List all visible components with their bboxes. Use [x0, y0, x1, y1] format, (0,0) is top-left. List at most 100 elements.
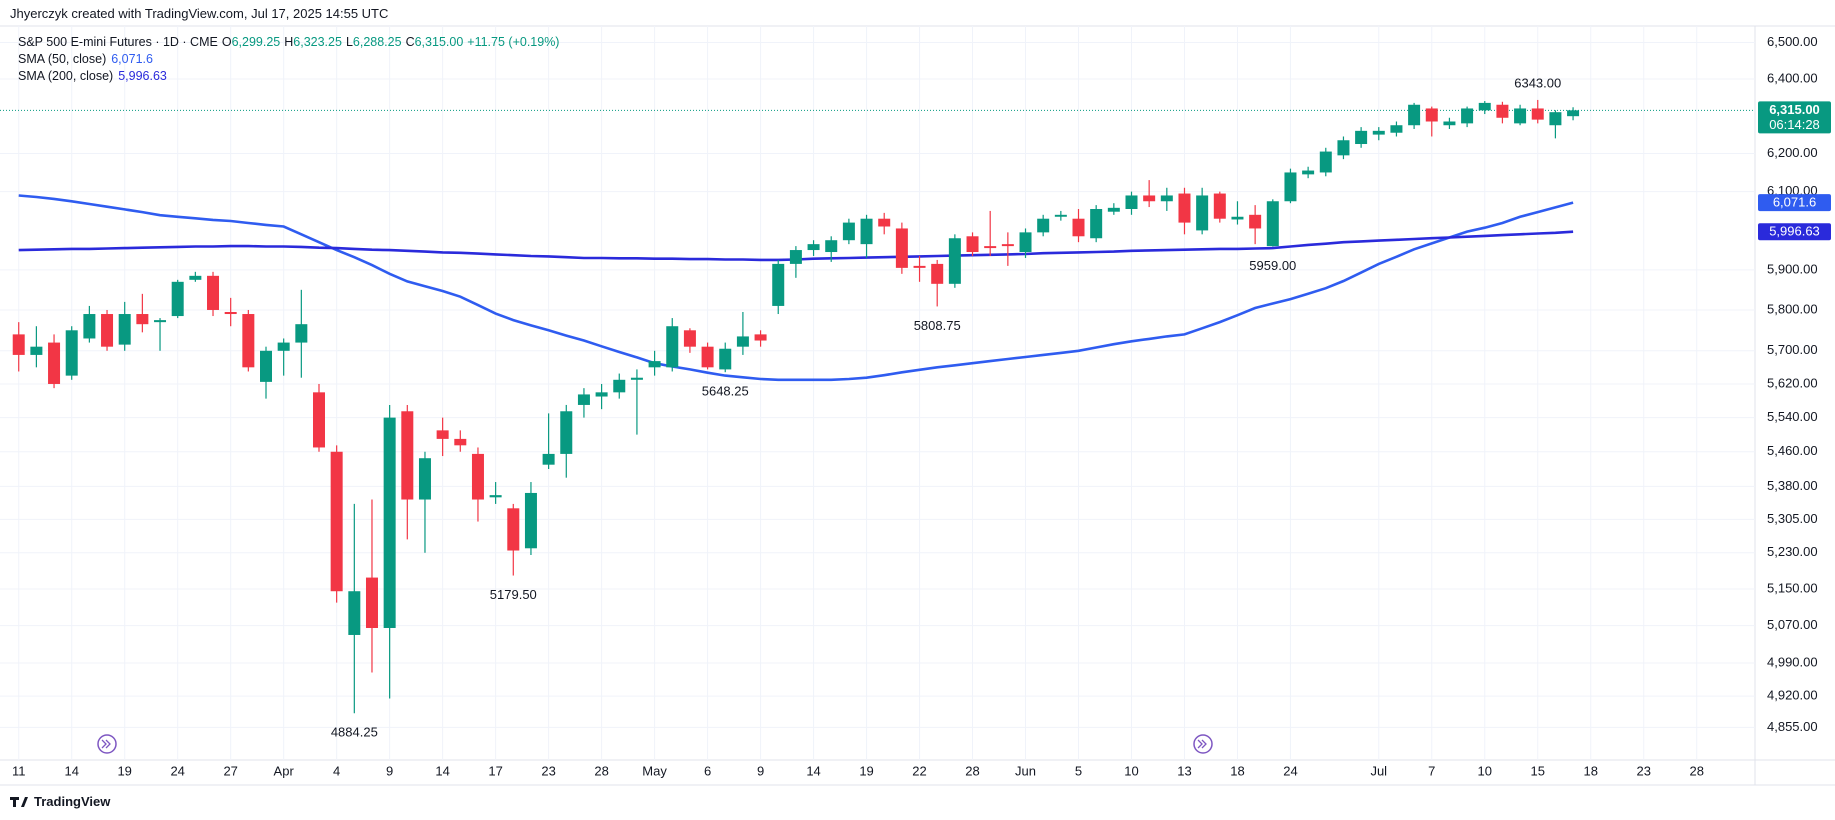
candle-body: [613, 379, 626, 393]
candle-body: [860, 218, 873, 245]
candle-body: [966, 236, 979, 253]
candle-body: [648, 361, 661, 368]
y-tick-label: 5,305.00: [1767, 511, 1818, 526]
x-tick-label: 9: [386, 763, 393, 778]
candle-body: [312, 392, 325, 448]
candle-body: [348, 591, 361, 635]
annotation: 6343.00: [1514, 75, 1561, 90]
countdown-label: 06:14:28: [1769, 117, 1820, 132]
candle-body: [789, 250, 802, 264]
x-tick-label: 24: [170, 763, 184, 778]
last-price-label: 6,315.00: [1769, 102, 1820, 117]
y-tick-label: 5,380.00: [1767, 478, 1818, 493]
candle-body: [1249, 214, 1262, 229]
x-tick-label: 23: [541, 763, 555, 778]
x-tick-label: 13: [1177, 763, 1191, 778]
candle-body: [489, 495, 502, 498]
ohlc-key: L: [345, 35, 353, 49]
candle-body: [842, 222, 855, 241]
ohlc-key: O: [221, 35, 232, 49]
candle-body: [1425, 108, 1438, 122]
candle-body: [984, 246, 997, 249]
change: +11.75 (+0.19%): [467, 35, 560, 49]
candle-body: [260, 350, 273, 382]
y-tick-label: 5,070.00: [1767, 617, 1818, 632]
x-tick-label: 27: [223, 763, 237, 778]
ohlc-key: H: [284, 35, 294, 49]
grid: [0, 26, 1755, 760]
candle-body: [719, 348, 732, 370]
footer: TradingView: [34, 794, 111, 809]
candle-body: [1072, 218, 1085, 237]
x-tick-label: 5: [1075, 763, 1082, 778]
x-tick-label: 6: [704, 763, 711, 778]
ohlc-value: 6,299.25: [231, 35, 281, 49]
candle-body: [666, 326, 679, 368]
legend-value: 5,996.63: [118, 69, 167, 83]
candle-body: [1107, 207, 1120, 212]
candle-body: [701, 346, 714, 368]
y-tick-label: 5,700.00: [1767, 342, 1818, 357]
x-tick-label: 19: [859, 763, 873, 778]
x-tick-label: 10: [1478, 763, 1492, 778]
x-tick-label: 28: [594, 763, 608, 778]
logo: [10, 797, 28, 807]
ohlc-key: C: [405, 35, 415, 49]
candle-body: [1443, 121, 1456, 126]
candle-body: [895, 228, 908, 268]
x-tick-label: 28: [965, 763, 979, 778]
x-tick-label: Jul: [1370, 763, 1387, 778]
x-tick-label: 14: [806, 763, 820, 778]
legend: S&P 500 E-mini Futures · 1D · CME O6,299.…: [18, 34, 559, 85]
y-tick-label: 5,900.00: [1767, 261, 1818, 276]
legend-value: 6,071.6: [111, 52, 153, 66]
candle-body: [560, 411, 573, 454]
legend-name: SMA (200, close): [18, 69, 114, 83]
candle-body: [65, 330, 78, 376]
annotation: 5959.00: [1249, 258, 1296, 273]
candle-body: [1001, 244, 1014, 247]
candle-body: [1567, 110, 1580, 117]
candle-body: [189, 275, 202, 280]
y-tick-label: 5,540.00: [1767, 409, 1818, 424]
candle-body: [224, 312, 237, 315]
candle-body: [507, 508, 520, 551]
legend-name: SMA (50, close): [18, 52, 107, 66]
candle-body: [524, 492, 537, 549]
ohlc-value: 6,288.25: [352, 35, 402, 49]
event-icon[interactable]: [1193, 734, 1213, 754]
candle-body: [242, 314, 255, 368]
candle-body: [542, 453, 555, 465]
candle-body: [471, 453, 484, 500]
legend-item: SMA (200, close) 5,996.63: [18, 68, 559, 85]
event-icon[interactable]: [97, 734, 117, 754]
x-tick-label: 14: [435, 763, 449, 778]
candle-body: [1037, 218, 1050, 233]
candle-body: [683, 330, 696, 347]
candle-body: [1355, 130, 1368, 145]
y-tick-label: 5,620.00: [1767, 375, 1818, 390]
candle-body: [101, 314, 114, 347]
annotation: 5808.75: [914, 318, 961, 333]
candle-body: [1372, 130, 1385, 135]
candle-body: [436, 430, 449, 439]
candle-body: [1337, 140, 1350, 156]
candle-body: [12, 334, 25, 355]
ohlc-value: 6,323.25: [293, 35, 342, 49]
x-tick-label: 19: [117, 763, 131, 778]
legend-item: SMA (50, close) 6,071.6: [18, 51, 559, 68]
x-tick-label: Apr: [274, 763, 295, 778]
y-tick-label: 5,800.00: [1767, 301, 1818, 316]
candle-body: [1319, 151, 1332, 173]
last-price-badge: [1758, 101, 1831, 134]
sma-line: [18, 194, 1574, 382]
candle-body: [736, 336, 749, 347]
candle-body: [1143, 195, 1156, 202]
candle-body: [1196, 195, 1209, 231]
x-tick-label: 14: [64, 763, 78, 778]
y-tick-label: 5,460.00: [1767, 443, 1818, 458]
candle-body: [1054, 214, 1067, 217]
candle-body: [1019, 232, 1032, 253]
